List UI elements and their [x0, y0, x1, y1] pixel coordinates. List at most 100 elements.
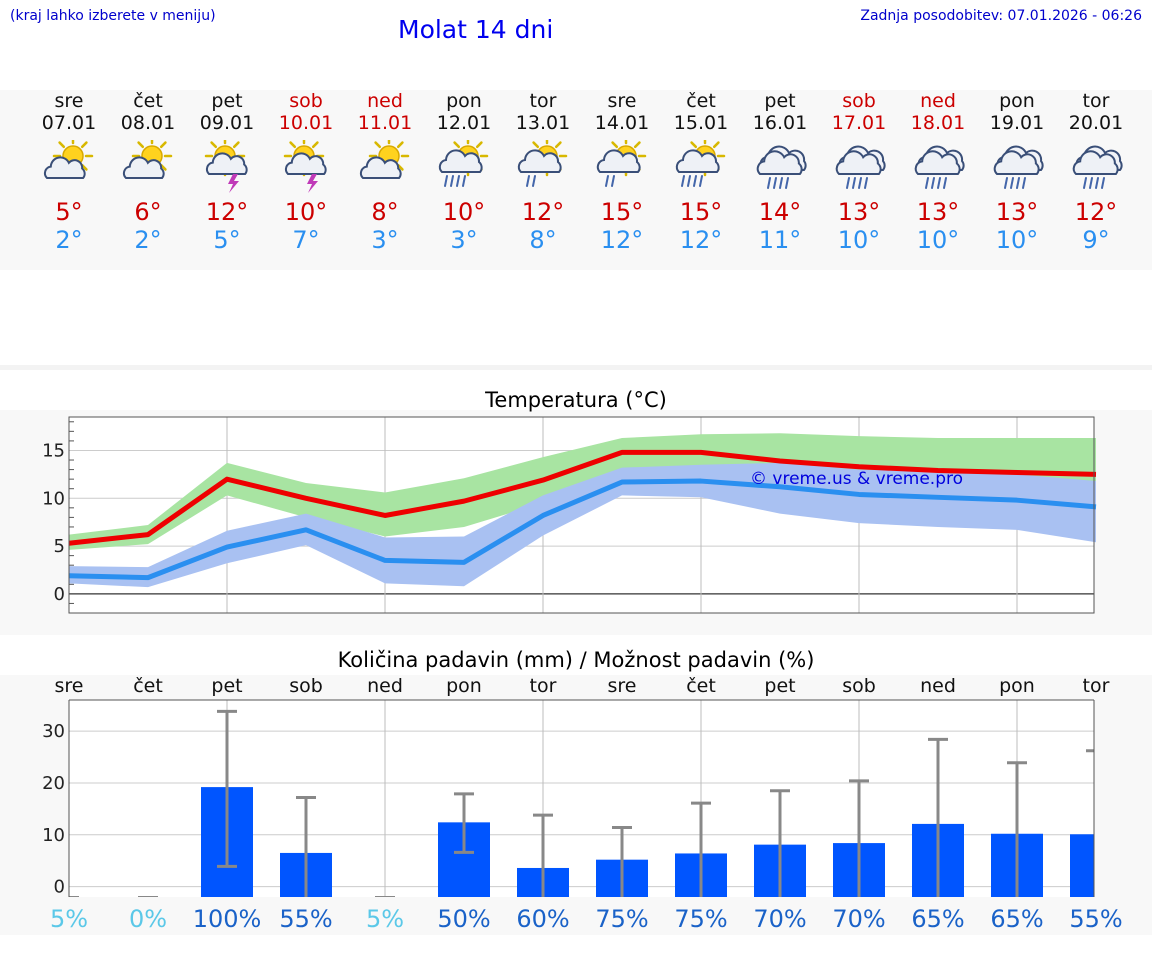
precip-bar: [1070, 834, 1094, 897]
day-date: 12.01: [436, 112, 492, 134]
day-name: pon: [446, 90, 482, 112]
day-name: čet: [686, 90, 716, 112]
day-date: 17.01: [831, 112, 887, 134]
precip-probability: 0%: [129, 905, 167, 933]
precip-day-label: ned: [920, 675, 956, 697]
day-date: 09.01: [199, 112, 255, 134]
rain-cloud-icon: [756, 145, 807, 189]
min-temp: 10°: [995, 226, 1039, 254]
min-temp: 2°: [134, 226, 162, 254]
precip-probability: 50%: [437, 905, 490, 933]
max-temp: 5°: [55, 198, 83, 226]
precip-day-label: sre: [608, 675, 637, 697]
day-name: sob: [289, 90, 323, 112]
precip-chart-title: Količina padavin (mm) / Možnost padavin …: [337, 648, 815, 672]
max-temp: 8°: [371, 198, 399, 226]
day-column: pet 16.01 14° 11°: [740, 90, 820, 254]
precip-day-label: sob: [289, 675, 323, 697]
precip-probability: 55%: [1069, 905, 1122, 933]
precip-probability: 5%: [50, 905, 88, 933]
precip-day-label: sre: [55, 675, 84, 697]
precip-day-label: tor: [530, 675, 557, 697]
temperature-chart: 0 5 10 15 © vreme.us & vreme.pro: [42, 416, 1097, 614]
y-tick-label: 10: [42, 488, 65, 509]
sun-rain-icon: [438, 140, 489, 187]
max-temp: 10°: [442, 198, 486, 226]
day-column: sob 10.01 10° 7°: [266, 90, 346, 254]
precip-probability: 70%: [832, 905, 885, 933]
precip-day-label: pon: [999, 675, 1035, 697]
min-temp-line: [68, 478, 1097, 581]
day-name: sre: [54, 90, 84, 112]
min-temp: 5°: [213, 226, 241, 254]
max-temp: 12°: [1074, 198, 1118, 226]
rain-cloud-icon: [914, 145, 965, 189]
day-name: tor: [1082, 90, 1110, 112]
max-temp: 6°: [134, 198, 162, 226]
day-name: sob: [842, 90, 876, 112]
day-name: pon: [999, 90, 1035, 112]
precip-day-label: pet: [764, 675, 795, 697]
day-name: pet: [764, 90, 796, 112]
day-column: pet 09.01 12° 5°: [187, 90, 267, 254]
min-temp: 8°: [529, 226, 557, 254]
y-tick-label: 5: [54, 536, 65, 557]
temperature-chart-title: Temperatura (°C): [485, 388, 667, 412]
day-name: tor: [529, 90, 557, 112]
sun-thunderstorm-icon: [204, 140, 248, 193]
min-temp: 12°: [600, 226, 644, 254]
day-date: 14.01: [594, 112, 650, 134]
day-date: 10.01: [278, 112, 334, 134]
y-tick-label: 20: [42, 773, 65, 794]
day-date: 11.01: [357, 112, 413, 134]
y-tick-label: 10: [42, 825, 65, 846]
day-column: tor 13.01 12° 8°: [503, 90, 583, 254]
day-date: 16.01: [752, 112, 808, 134]
max-temp: 12°: [205, 198, 249, 226]
min-temp: 10°: [916, 226, 960, 254]
day-date: 15.01: [673, 112, 729, 134]
y-tick-label: 0: [54, 584, 65, 605]
last-update-label: Zadnja posodobitev: 07.01.2026 - 06:26: [860, 8, 1142, 24]
min-temp: 10°: [837, 226, 881, 254]
min-temp: 11°: [758, 226, 802, 254]
plot-border: [68, 416, 1095, 614]
copyright-annotation: © vreme.us & vreme.pro: [750, 469, 963, 489]
day-column: ned 18.01 13° 10°: [898, 90, 978, 254]
precip-probability: 60%: [516, 905, 569, 933]
precip-day-label: ned: [367, 675, 403, 697]
precip-probability: 55%: [279, 905, 332, 933]
day-name: ned: [367, 90, 403, 112]
day-column: čet 08.01 6° 2°: [108, 90, 188, 254]
day-column: pon 12.01 10° 3°: [424, 90, 504, 254]
divider: [0, 365, 1152, 370]
day-column: sre 14.01 15° 12°: [582, 90, 662, 254]
max-temp: 13°: [995, 198, 1039, 226]
precip-day-label: pet: [211, 675, 242, 697]
day-date: 07.01: [41, 112, 97, 134]
sun-rain-icon: [675, 140, 726, 187]
sun-light-rain-icon: [596, 140, 647, 187]
day-column: pon 19.01 13° 10°: [977, 90, 1057, 254]
precip-probability: 100%: [193, 905, 262, 933]
min-temp: 3°: [450, 226, 478, 254]
min-temp: 7°: [292, 226, 320, 254]
sun-thunderstorm-icon: [283, 140, 327, 193]
sun-light-rain-icon: [517, 140, 568, 187]
rain-cloud-icon: [993, 145, 1044, 189]
precip-probability: 70%: [753, 905, 806, 933]
day-name: čet: [133, 90, 163, 112]
day-date: 13.01: [515, 112, 571, 134]
day-name: ned: [920, 90, 956, 112]
day-date: 19.01: [989, 112, 1045, 134]
day-column: čet 15.01 15° 12°: [661, 90, 741, 254]
min-temp: 9°: [1082, 226, 1110, 254]
precip-probability: 75%: [674, 905, 727, 933]
partly-cloudy-icon: [123, 140, 173, 179]
precip-probability: 65%: [990, 905, 1043, 933]
min-temp: 12°: [679, 226, 723, 254]
day-date: 18.01: [910, 112, 966, 134]
y-tick-label: 30: [42, 721, 65, 742]
location-hint: (kraj lahko izberete v meniju): [10, 8, 216, 24]
partly-cloudy-icon: [44, 140, 94, 179]
